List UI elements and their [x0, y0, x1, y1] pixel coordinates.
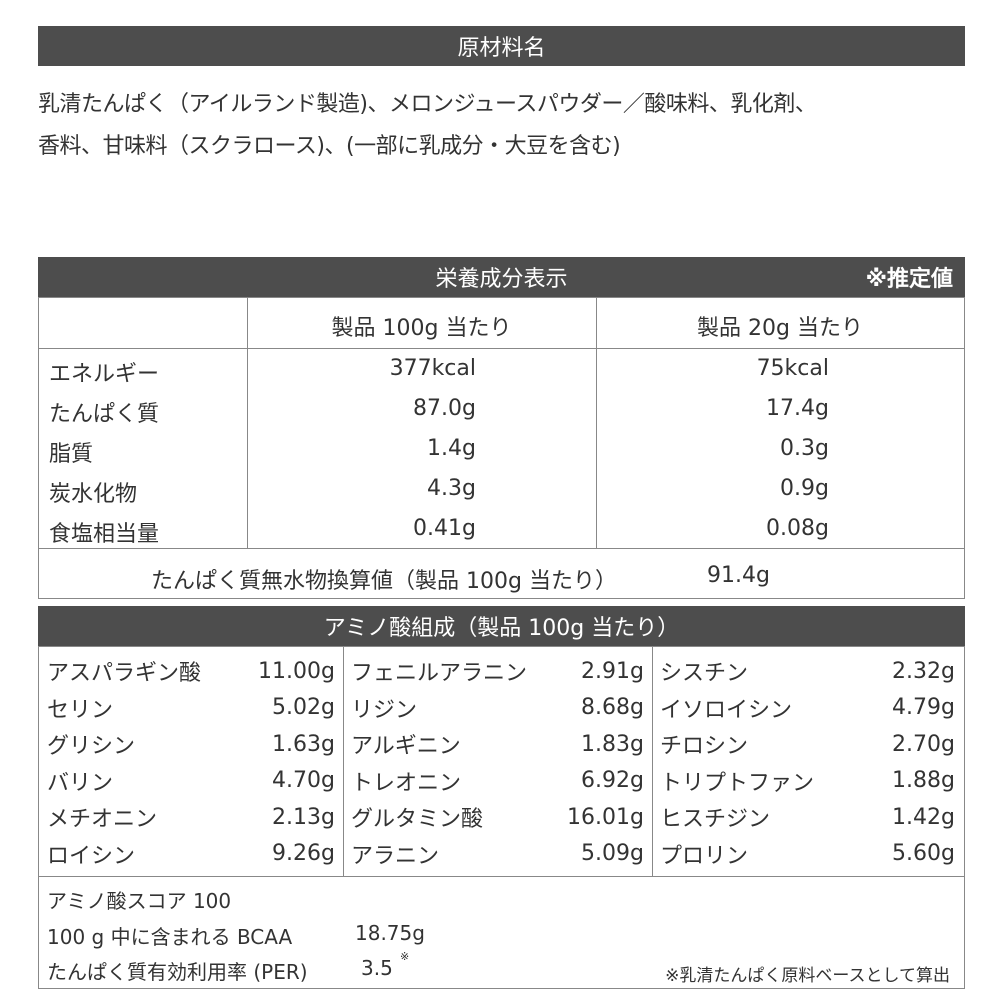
amino-item: チロシン 2.70g [652, 726, 963, 763]
amino-item: グルタミン酸 16.01g [343, 799, 652, 836]
amino-value: 2.13g [272, 804, 335, 830]
nutrient-label: たんぱく質 [49, 402, 160, 427]
amino-column: アスパラギン酸 11.00g セリン 5.02g グリシン 1.63g バリン 4.70g メチ… [39, 647, 343, 876]
amino-value: 16.01g [567, 804, 644, 830]
amino-item: ロイシン 9.26g [39, 836, 343, 873]
nutrient-label: 食塩相当量 [49, 522, 160, 547]
nutrient-value-100g: 4.3g [427, 476, 476, 501]
amino-item: バリン 4.70g [39, 763, 343, 800]
amino-name: アラニン [351, 843, 440, 869]
amino-column: シスチン 2.32g イソロイシン 4.79g チロシン 2.70g トリプトファン 1.88… [652, 647, 963, 876]
amino-item: グリシン 1.63g [39, 726, 343, 763]
bcaa-value: 18.75g [355, 921, 425, 945]
amino-table: アスパラギン酸 11.00g セリン 5.02g グリシン 1.63g バリン 4.70g メチ… [38, 646, 965, 877]
per-value: 3.5 [361, 956, 393, 980]
amino-value: 6.92g [581, 768, 644, 794]
amino-name: プロリン [660, 843, 749, 869]
ingredients-line-2: 香料、甘味料（スクラロース)、(一部に乳成分・大豆を含む) [38, 134, 621, 159]
nutrient-value-20g: 0.9g [780, 476, 829, 501]
amino-name: トリプトファン [660, 770, 815, 796]
amino-item: アルギニン 1.83g [343, 726, 652, 763]
amino-name: ロイシン [47, 843, 136, 869]
nutrient-value-20g: 75kcal [756, 356, 829, 381]
amino-item: ヒスチジン 1.42g [652, 799, 963, 836]
footnote: ※乳清たんぱく原料ベースとして算出 [665, 966, 950, 986]
ingredients-title: 原材料名 [457, 36, 546, 61]
amino-item: トリプトファン 1.88g [652, 763, 963, 800]
nutrient-value-20g: 17.4g [766, 396, 829, 421]
amino-item: セリン 5.02g [39, 690, 343, 727]
nutrient-label: 脂質 [49, 442, 94, 467]
amino-value: 1.63g [272, 731, 335, 757]
amino-value: 1.88g [892, 768, 955, 794]
amino-name: メチオニン [47, 807, 158, 833]
amino-value: 11.00g [258, 658, 335, 684]
amino-item: プロリン 5.60g [652, 836, 963, 873]
amino-name: グルタミン酸 [351, 807, 484, 833]
nutrient-value-100g: 1.4g [427, 436, 476, 461]
amino-value: 5.02g [272, 695, 335, 721]
amino-value: 8.68g [581, 695, 644, 721]
amino-item: シスチン 2.32g [652, 653, 963, 690]
amino-name: グリシン [47, 734, 136, 760]
nutrition-title: 栄養成分表示 [435, 267, 568, 292]
amino-value: 1.42g [892, 804, 955, 830]
amino-score: アミノ酸スコア 100 [47, 889, 232, 913]
col-header-20g: 製品 20g 当たり [697, 316, 863, 341]
amino-name: バリン [47, 770, 114, 796]
amino-value: 2.91g [581, 658, 644, 684]
amino-name: イソロイシン [660, 697, 793, 723]
amino-value: 1.83g [581, 731, 644, 757]
ingredients-header: 原材料名 [38, 26, 965, 66]
per-label: たんぱく質有効利用率 (PER) [47, 960, 308, 984]
amino-item: リジン 8.68g [343, 690, 652, 727]
amino-item: アスパラギン酸 11.00g [39, 653, 343, 690]
nutrient-value-100g: 0.41g [413, 516, 476, 541]
amino-name: アスパラギン酸 [47, 661, 202, 687]
nutrient-value-20g: 0.3g [780, 436, 829, 461]
nutrient-value-100g: 377kcal [389, 356, 476, 381]
amino-item: イソロイシン 4.79g [652, 690, 963, 727]
amino-name: リジン [351, 697, 418, 723]
amino-value: 9.26g [272, 841, 335, 867]
amino-title: アミノ酸組成（製品 100g 当たり） [323, 616, 680, 641]
amino-item: フェニルアラニン 2.91g [343, 653, 652, 690]
amino-value: 5.60g [892, 841, 955, 867]
amino-column: フェニルアラニン 2.91g リジン 8.68g アルギニン 1.83g トレオニン 6.92… [343, 647, 652, 876]
nutrient-value-20g: 0.08g [766, 516, 829, 541]
nutrient-value-100g: 87.0g [413, 396, 476, 421]
amino-name: ヒスチジン [660, 807, 771, 833]
amino-value: 5.09g [581, 841, 644, 867]
amino-header: アミノ酸組成（製品 100g 当たり） [38, 606, 965, 646]
anhydrous-label: たんぱく質無水物換算値（製品 100g 当たり） [151, 569, 617, 594]
amino-value: 2.32g [892, 658, 955, 684]
amino-value: 4.79g [892, 695, 955, 721]
amino-footer: アミノ酸スコア 100 100 g 中に含まれる BCAA 18.75g たんぱ… [38, 876, 965, 989]
nutrition-table: 製品 100g 当たり 製品 20g 当たり エネルギー 377kcal 75k… [38, 297, 965, 599]
nutrient-label: エネルギー [49, 362, 160, 387]
per-mark: ※ [400, 950, 410, 963]
amino-item: メチオニン 2.13g [39, 799, 343, 836]
amino-name: セリン [47, 697, 114, 723]
amino-name: シスチン [660, 661, 749, 687]
amino-value: 2.70g [892, 731, 955, 757]
col-header-100g: 製品 100g 当たり [331, 316, 512, 341]
anhydrous-value: 91.4g [707, 563, 770, 588]
amino-name: トレオニン [351, 770, 462, 796]
estimate-note: ※推定値 [865, 267, 953, 292]
amino-item: トレオニン 6.92g [343, 763, 652, 800]
nutrient-label: 炭水化物 [49, 482, 138, 507]
ingredients-line-1: 乳清たんぱく（アイルランド製造)、メロンジュースパウダー／酸味料、乳化剤、 [38, 92, 817, 117]
amino-name: アルギニン [351, 734, 461, 760]
amino-name: フェニルアラニン [351, 661, 528, 687]
amino-name: チロシン [660, 734, 749, 760]
amino-value: 4.70g [272, 768, 335, 794]
bcaa-label: 100 g 中に含まれる BCAA [47, 925, 293, 949]
nutrition-header: 栄養成分表示 ※推定値 [38, 257, 965, 297]
amino-item: アラニン 5.09g [343, 836, 652, 873]
